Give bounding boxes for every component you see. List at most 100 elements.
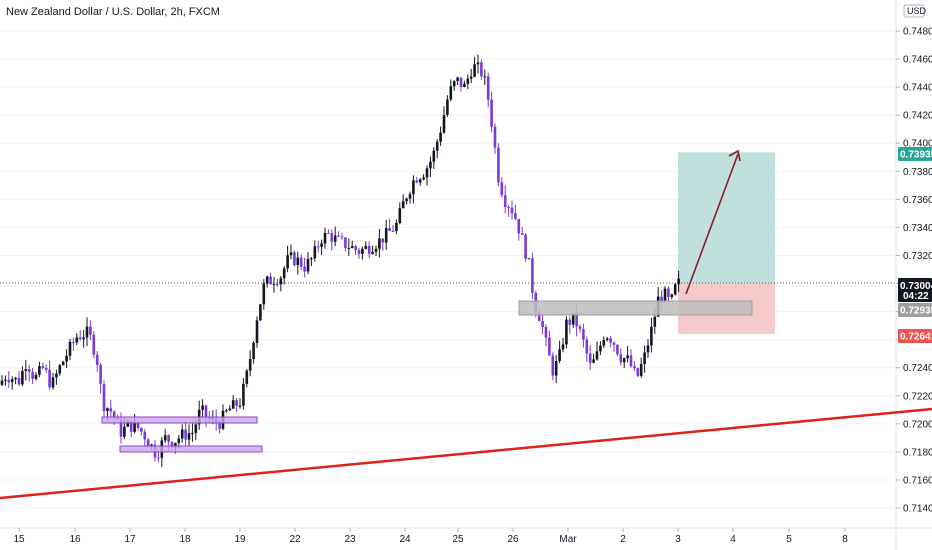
- candle: [259, 304, 262, 322]
- candle: [663, 286, 667, 303]
- candle: [92, 331, 96, 359]
- candle: [72, 337, 75, 351]
- range-box-upper[interactable]: [101, 416, 258, 424]
- candle: [75, 333, 79, 346]
- candle: [51, 372, 55, 390]
- candle: [371, 245, 374, 255]
- candle: [17, 371, 21, 386]
- candle: [201, 399, 204, 418]
- candle: [592, 353, 595, 364]
- support-zone[interactable]: [518, 300, 753, 316]
- candle: [41, 362, 45, 370]
- candle: [310, 257, 313, 267]
- candle: [432, 147, 436, 169]
- range-box-lower[interactable]: [119, 445, 263, 453]
- candle: [435, 139, 439, 159]
- candle: [228, 405, 232, 411]
- price-tags: 0.73935 0.7300404:22 0.72935 0.72641: [898, 147, 932, 343]
- time-axis[interactable]: 15 16 17 18 19 22 23 24 25 26 Mar 2 3 4 5 8: [13, 528, 848, 545]
- candle: [639, 357, 643, 378]
- candle: [459, 77, 463, 92]
- date-tick-label: 4: [730, 534, 736, 545]
- candle: [38, 361, 41, 378]
- date-tick-label: 26: [507, 534, 519, 545]
- candle: [347, 238, 351, 256]
- candle: [510, 200, 514, 220]
- svg-text:0.72641: 0.72641: [900, 332, 932, 343]
- candle: [327, 229, 330, 234]
- candle: [520, 226, 524, 235]
- candle: [361, 246, 364, 260]
- candle: [4, 375, 7, 386]
- candle: [622, 357, 626, 369]
- candle: [388, 219, 391, 232]
- candle: [333, 226, 337, 247]
- svg-text:04:22: 04:22: [903, 291, 929, 302]
- target-zone[interactable]: [678, 152, 775, 284]
- candle: [616, 344, 619, 356]
- candle: [61, 360, 65, 366]
- candle: [582, 323, 585, 348]
- candle: [486, 72, 490, 108]
- candle: [146, 437, 150, 446]
- candle: [245, 368, 249, 388]
- date-tick-label: 23: [344, 534, 356, 545]
- candle: [469, 68, 473, 83]
- date-tick-label: Mar: [559, 534, 577, 545]
- date-tick-label: 3: [675, 534, 681, 545]
- chart-title: New Zealand Dollar / U.S. Dollar, 2h, FX…: [6, 6, 220, 18]
- candle: [109, 399, 113, 418]
- candle: [262, 279, 266, 310]
- date-tick-label: 8: [842, 534, 848, 545]
- candle: [44, 364, 48, 374]
- date-tick-label: 15: [13, 534, 25, 545]
- entry-price-tag: 0.72935: [898, 303, 932, 317]
- candle: [354, 244, 357, 255]
- candle: [357, 247, 361, 259]
- candle: [225, 408, 228, 413]
- candle: [238, 398, 242, 409]
- candle: [272, 276, 276, 293]
- candle: [565, 316, 568, 349]
- candle: [466, 74, 470, 90]
- candle: [391, 224, 395, 232]
- candle: [320, 239, 323, 255]
- candle: [514, 204, 517, 220]
- candle: [24, 359, 28, 381]
- candle: [544, 324, 548, 347]
- candle: [102, 380, 106, 417]
- date-tick-label: 24: [399, 534, 411, 545]
- candle: [252, 341, 255, 364]
- candle: [551, 352, 555, 381]
- candle: [323, 227, 327, 249]
- date-tick-label: 5: [786, 534, 792, 545]
- candle: [588, 345, 592, 371]
- candle: [561, 337, 565, 353]
- candle: [609, 335, 612, 348]
- candle: [442, 106, 446, 134]
- candle: [541, 314, 544, 334]
- candle: [330, 229, 334, 251]
- trendline[interactable]: [0, 407, 932, 500]
- candle: [68, 338, 72, 361]
- candle: [303, 257, 306, 278]
- candle: [34, 372, 38, 381]
- candle: [242, 377, 245, 410]
- candle: [449, 79, 453, 102]
- candle: [235, 398, 238, 413]
- candle: [405, 197, 408, 205]
- projection-arrow[interactable]: [685, 153, 739, 295]
- date-tick-label: 16: [69, 534, 81, 545]
- candle: [293, 250, 296, 267]
- candle: [65, 349, 68, 369]
- candle: [673, 282, 677, 296]
- candle: [184, 420, 187, 447]
- candle: [313, 240, 317, 262]
